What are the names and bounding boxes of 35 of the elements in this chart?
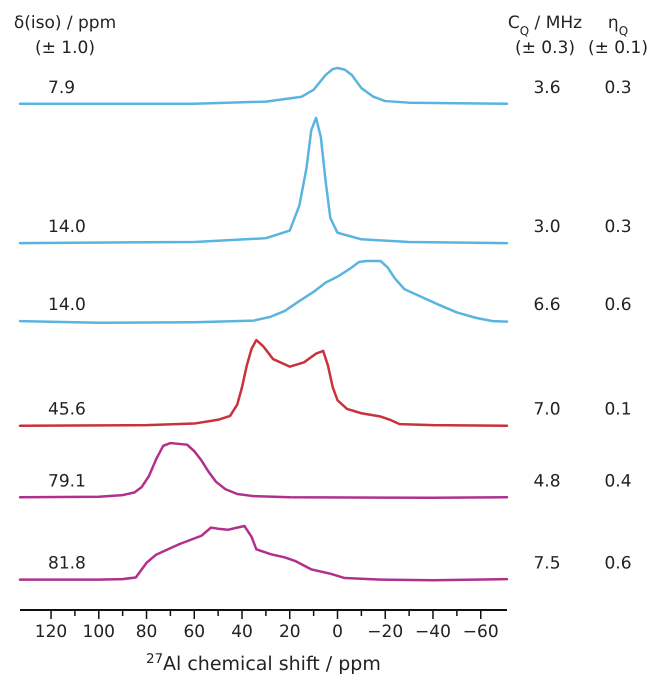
x-tick-label: 20 bbox=[278, 622, 301, 642]
x-tick-label: 80 bbox=[136, 622, 158, 642]
text: 6.6 bbox=[533, 295, 561, 316]
text: C$_{Q}$ / MHz bbox=[508, 13, 582, 38]
x-tick-label: 120 bbox=[34, 622, 68, 642]
text: (± 1.0) bbox=[35, 38, 95, 58]
text: 4.8 bbox=[533, 471, 561, 492]
text: 3.6 bbox=[533, 78, 561, 98]
x-tick-label: −40 bbox=[415, 622, 451, 642]
text: (± 0.3) bbox=[515, 38, 575, 58]
x-tick-label: 100 bbox=[82, 622, 116, 642]
annotation: 14.0 bbox=[48, 295, 86, 316]
annotation: 81.8 bbox=[48, 554, 86, 574]
annotation: 14.0 bbox=[48, 217, 86, 238]
annotation: 45.6 bbox=[48, 400, 86, 420]
x-tick-label: −60 bbox=[462, 622, 499, 642]
text: 0.6 bbox=[604, 554, 632, 574]
text: η$_{Q}$ bbox=[608, 13, 628, 38]
text: 0.3 bbox=[604, 78, 632, 98]
x-tick-label: 60 bbox=[183, 622, 206, 642]
text: 0.4 bbox=[604, 471, 632, 492]
annotation: 79.1 bbox=[48, 471, 86, 492]
x-tick-label: −20 bbox=[367, 622, 404, 642]
x-axis-title: $^{27}$Al chemical shift / ppm bbox=[146, 652, 381, 675]
text: 0.3 bbox=[604, 217, 632, 238]
text: 0.1 bbox=[604, 400, 632, 420]
x-tick-label: 0 bbox=[332, 622, 343, 642]
annotation: 7.9 bbox=[48, 78, 76, 98]
text: δ(iso) / ppm bbox=[14, 13, 116, 33]
text: 7.5 bbox=[533, 554, 561, 574]
text: 3.0 bbox=[533, 217, 561, 238]
text: 7.0 bbox=[533, 400, 561, 420]
text: (± 0.1) bbox=[588, 38, 648, 58]
x-tick-label: 40 bbox=[231, 622, 253, 642]
text: 0.6 bbox=[604, 295, 632, 316]
